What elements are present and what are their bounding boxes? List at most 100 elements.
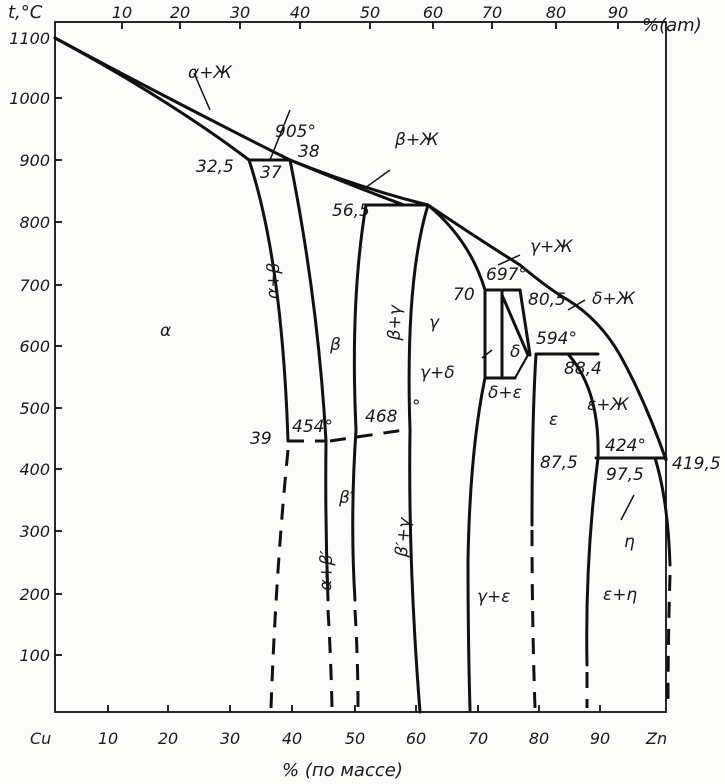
phase-epsilon: ε bbox=[549, 410, 558, 430]
top-tick-label: 70 bbox=[482, 3, 502, 22]
phase-delta-epsilon: δ+ε bbox=[488, 383, 522, 403]
bottom-tick-label: 80 bbox=[529, 729, 549, 748]
label-697: 697° bbox=[486, 265, 527, 285]
point-labels: 905° 32,5 38 37 56,5 70 697° 80,5 594° 8… bbox=[196, 122, 721, 485]
alpha-dashed-line bbox=[269, 449, 290, 709]
phase-delta-liquid: δ+Ж bbox=[592, 289, 636, 309]
beta-gamma-dashed-line bbox=[353, 609, 360, 709]
top-tick-label: 60 bbox=[423, 3, 443, 22]
top-tick-label: 10 bbox=[112, 3, 132, 22]
beta-prime-dashed-line bbox=[326, 609, 334, 709]
top-tick-label: 30 bbox=[230, 3, 250, 22]
phase-alpha-beta: α+β bbox=[263, 262, 284, 299]
top-tick-label: 40 bbox=[290, 3, 310, 22]
eta-dashed-line bbox=[666, 574, 672, 709]
label-56-5: 56,5 bbox=[332, 201, 370, 221]
phase-beta-gamma: β+γ bbox=[385, 304, 406, 342]
gamma-left-line bbox=[407, 203, 430, 432]
y-tick-label: 400 bbox=[19, 460, 50, 479]
delta-right-line bbox=[518, 288, 532, 357]
phase-epsilon-liquid: ε+Ж bbox=[587, 395, 629, 415]
phase-gamma-liquid: γ+Ж bbox=[530, 237, 573, 257]
phase-epsilon-eta: ε+η bbox=[603, 585, 637, 605]
gamma-bottom-line bbox=[408, 428, 422, 714]
phase-delta: δ bbox=[510, 342, 520, 362]
y-tick-label: 700 bbox=[19, 276, 50, 295]
y-tick-label: 900 bbox=[19, 151, 50, 170]
bottom-ticks bbox=[107, 705, 601, 712]
label-419-5: 419,5 bbox=[672, 454, 721, 474]
phase-alpha-beta-prime: α+β′ bbox=[316, 550, 337, 591]
y-axis-title: t,°C bbox=[8, 2, 43, 23]
label-905: 905° bbox=[275, 122, 316, 142]
top-ticks bbox=[121, 22, 619, 29]
bottom-tick-label: 50 bbox=[345, 729, 365, 748]
phase-boundaries bbox=[53, 36, 672, 714]
label-594: 594° bbox=[536, 329, 577, 349]
label-70: 70 bbox=[453, 285, 475, 305]
beta-right-line bbox=[352, 203, 368, 432]
top-axis-unit: %(am) bbox=[642, 15, 702, 36]
gamma-epsilon-line bbox=[466, 376, 487, 712]
beta-prime-left-line bbox=[324, 439, 330, 602]
alpha-solidus-line bbox=[53, 36, 251, 162]
beta-solidus-line bbox=[288, 158, 406, 207]
label-454: 454° bbox=[292, 417, 333, 437]
eta-solvus-line bbox=[653, 456, 672, 567]
bottom-tick-labels: 10 20 30 40 50 60 70 80 90 bbox=[98, 729, 610, 748]
y-tick-label: 1100 bbox=[9, 29, 50, 48]
label-32-5: 32,5 bbox=[196, 157, 234, 177]
top-tick-label: 90 bbox=[608, 3, 628, 22]
label-38: 38 bbox=[298, 142, 320, 162]
label-87-5: 87,5 bbox=[540, 453, 578, 473]
delta-epsilon-line bbox=[514, 354, 529, 379]
label-88-4: 88,4 bbox=[564, 359, 602, 379]
phase-alpha: α bbox=[160, 321, 171, 341]
dashed-boundaries bbox=[269, 428, 672, 709]
phase-eta: η bbox=[624, 532, 635, 552]
phase-beta: β bbox=[329, 335, 341, 355]
top-tick-label: 80 bbox=[546, 3, 566, 22]
phase-gamma-delta: γ+δ bbox=[420, 363, 455, 383]
y-tick-label: 300 bbox=[19, 522, 50, 541]
beta-left-line bbox=[288, 158, 328, 443]
epsilon-eta-line bbox=[585, 456, 600, 667]
y-ticks bbox=[55, 97, 62, 656]
phase-beta-prime: β′ bbox=[338, 488, 354, 508]
label-39: 39 bbox=[250, 429, 272, 449]
phase-gamma: γ bbox=[429, 313, 440, 333]
y-tick-label: 100 bbox=[19, 646, 50, 665]
cu-label: Cu bbox=[30, 729, 51, 748]
epsilon-right-line bbox=[566, 352, 600, 460]
phase-gamma-epsilon: γ+ε bbox=[477, 587, 511, 607]
label-37: 37 bbox=[260, 163, 282, 183]
label-97-5: 97,5 bbox=[606, 465, 644, 485]
zn-label: Zn bbox=[645, 729, 667, 748]
epsilon-dashed-line bbox=[530, 529, 537, 709]
label-468-degree: ° bbox=[412, 397, 421, 417]
plot-frame bbox=[54, 21, 667, 713]
liquidus-line bbox=[53, 36, 668, 462]
beta-prime-line bbox=[351, 428, 358, 602]
delta-left-line bbox=[500, 293, 530, 357]
y-tick-label: 200 bbox=[19, 585, 50, 604]
phase-alpha-liquid: α+Ж bbox=[188, 63, 232, 83]
bottom-tick-label: 60 bbox=[406, 729, 426, 748]
y-tick-label: 800 bbox=[19, 213, 50, 232]
y-tick-labels: 1100 1000 900 800 700 600 500 400 300 20… bbox=[9, 29, 50, 665]
bottom-tick-label: 90 bbox=[590, 729, 610, 748]
phase-labels: α α+Ж α+β β β+Ж β+γ γ γ+Ж γ+δ δ δ+Ж δ+ε … bbox=[160, 63, 637, 607]
phase-beta-liquid: β+Ж bbox=[394, 130, 439, 150]
label-424: 424° bbox=[605, 436, 646, 456]
leader-lines bbox=[193, 72, 635, 521]
epsilon-left-line bbox=[530, 352, 538, 527]
order-transition-line-2 bbox=[329, 428, 405, 443]
y-tick-label: 600 bbox=[19, 337, 50, 356]
y-tick-label: 1000 bbox=[9, 89, 50, 108]
bottom-tick-label: 40 bbox=[282, 729, 302, 748]
y-tick-label: 500 bbox=[19, 399, 50, 418]
label-80-5: 80,5 bbox=[528, 290, 566, 310]
label-468: 468 bbox=[365, 407, 398, 427]
top-tick-label: 20 bbox=[170, 3, 190, 22]
